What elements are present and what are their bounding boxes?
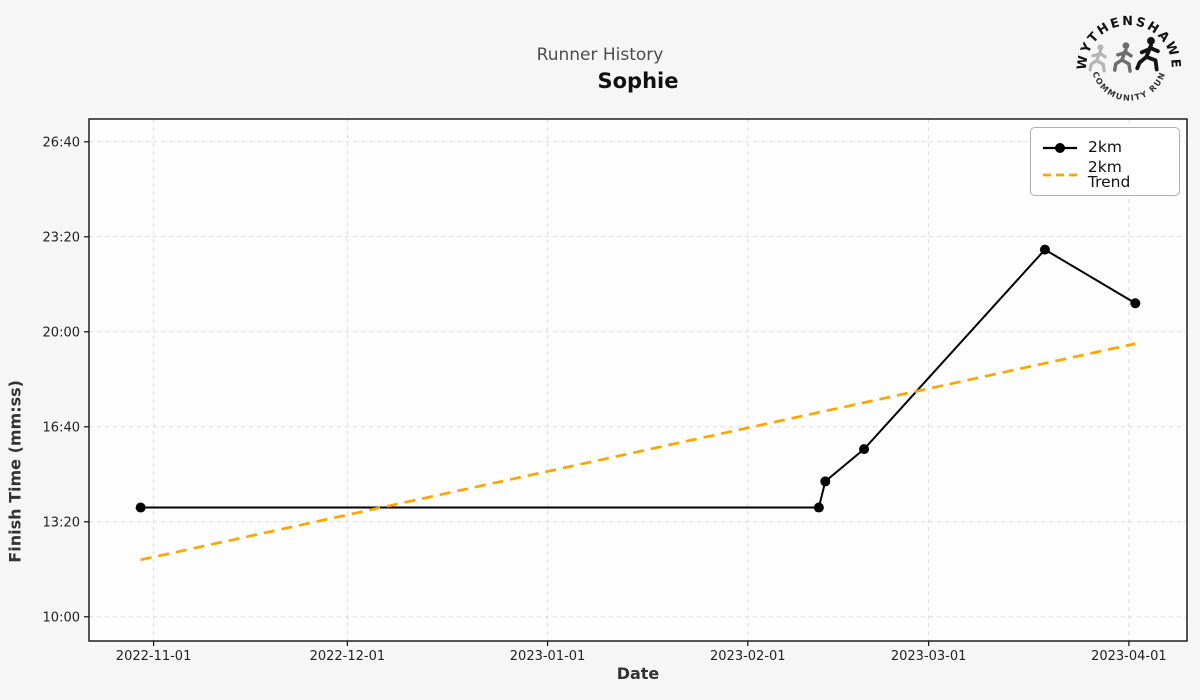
y-tick-label: 23:20 [43, 230, 80, 245]
data-point-marker [1130, 298, 1141, 309]
x-tick-label: 2023-04-01 [1091, 649, 1167, 664]
x-tick-label: 2022-12-01 [310, 649, 386, 664]
chart-legend: 2km 2km Trend [1030, 127, 1180, 196]
x-tick-label: 2023-03-01 [891, 649, 967, 664]
line-marker-swatch-icon [1043, 143, 1077, 153]
dashed-line-swatch-icon [1043, 173, 1077, 177]
chart-suptitle: Runner History [536, 45, 664, 65]
data-point-marker [1039, 244, 1050, 255]
plot-background [89, 119, 1187, 641]
x-axis-label: Date [616, 664, 660, 683]
y-tick-label: 13:20 [43, 515, 80, 530]
logo-runner-icon [1088, 37, 1160, 73]
data-point-marker [820, 476, 831, 487]
axes-spines [88, 118, 1188, 642]
legend-label-2km: 2km [1088, 138, 1122, 157]
series-line-2km [140, 248, 1136, 509]
data-point-marker [135, 502, 146, 513]
data-point-marker [859, 444, 870, 455]
x-tick-label: 2022-11-01 [116, 649, 192, 664]
x-tick-label: 2023-02-01 [710, 649, 786, 664]
data-point-marker [813, 502, 824, 513]
legend-label-2km-trend: 2km Trend [1087, 157, 1131, 191]
legend-item-2km: 2km [1041, 137, 1169, 159]
logo-bottom-text: COMMUNITY RUN [1091, 70, 1168, 103]
y-tick-label: 10:00 [43, 610, 80, 625]
x-tick-label: 2023-01-01 [510, 649, 586, 664]
trend-line-2km [140, 342, 1136, 562]
y-tick-label: 16:40 [43, 420, 80, 435]
page-title: Sophie [597, 69, 679, 93]
y-tick-label: 20:00 [43, 325, 80, 340]
legend-item-2km-trend: 2km Trend [1041, 159, 1169, 190]
y-tick-label: 26:40 [43, 135, 80, 150]
club-logo: WYTHENSHAWE COMMUNITY RUN [1076, 14, 1181, 103]
